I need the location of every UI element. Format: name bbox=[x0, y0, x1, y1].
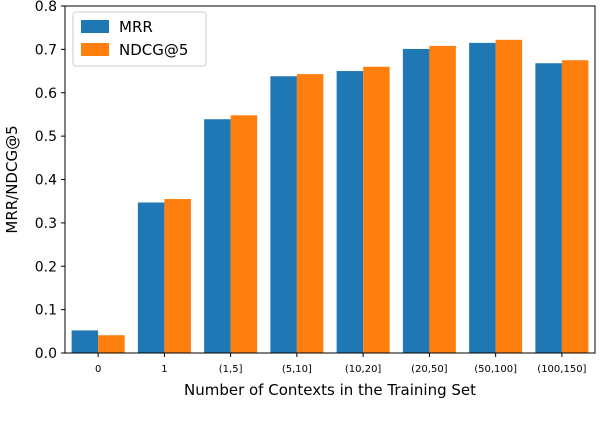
x-tick-label: (20,50] bbox=[411, 364, 448, 375]
x-axis: 0 1 (1,5] (5,10] (10,20] (20,50] (50,100] (100,… bbox=[95, 353, 587, 375]
y-axis-label: MRR/NDCG@5 bbox=[3, 125, 21, 233]
x-tick-label: (1,5] bbox=[219, 364, 243, 375]
bar-ndcg-5-1 bbox=[164, 199, 191, 353]
y-tick-label: 0.7 bbox=[35, 42, 57, 58]
bar-mrr-5 bbox=[402, 48, 430, 353]
y-tick-label: 0.0 bbox=[35, 346, 57, 362]
x-tick-label: (100,150] bbox=[537, 364, 586, 375]
bar-ndcg-5-2 bbox=[230, 115, 258, 353]
legend-label-mrr: MRR bbox=[119, 18, 153, 36]
bar-ndcg-5-0 bbox=[98, 335, 125, 353]
y-tick-label: 0.2 bbox=[35, 259, 57, 275]
x-tick-label: 0 bbox=[95, 364, 101, 375]
x-tick-label: (5,10] bbox=[282, 364, 312, 375]
bar-ndcg-5-3 bbox=[296, 74, 324, 353]
bar-mrr-3 bbox=[270, 76, 297, 354]
y-tick-label: 0.4 bbox=[35, 173, 57, 189]
bar-ndcg-5-4 bbox=[363, 66, 390, 353]
bar-ndcg-5-5 bbox=[429, 45, 456, 353]
x-tick-label: (10,20] bbox=[345, 364, 382, 375]
y-tick-label: 0.8 bbox=[35, 0, 57, 15]
y-tick-label: 0.1 bbox=[35, 303, 57, 319]
bar-mrr-2 bbox=[204, 119, 231, 354]
legend-swatch-mrr bbox=[81, 20, 109, 33]
bar-ndcg-5-7 bbox=[561, 60, 589, 353]
x-axis-label: Number of Contexts in the Training Set bbox=[184, 381, 476, 399]
bars-layer bbox=[71, 39, 589, 354]
bar-mrr-1 bbox=[137, 202, 165, 353]
legend-swatch-ndcg-5 bbox=[81, 43, 109, 56]
y-tick-label: 0.6 bbox=[35, 86, 57, 102]
y-tick-label: 0.3 bbox=[35, 216, 57, 232]
bar-ndcg-5-6 bbox=[495, 39, 523, 353]
x-tick-label: (50,100] bbox=[474, 364, 517, 375]
bar-mrr-6 bbox=[469, 42, 496, 354]
bar-mrr-4 bbox=[336, 71, 364, 353]
y-axis: 0.0 0.1 0.2 0.3 0.4 0.5 0.6 0.7 0.8 bbox=[35, 0, 65, 362]
y-tick-label: 0.5 bbox=[35, 129, 57, 145]
bar-mrr-7 bbox=[535, 63, 562, 353]
legend: MRR NDCG@5 bbox=[72, 11, 207, 67]
x-tick-label: 1 bbox=[161, 364, 167, 375]
legend-label-ndcg-5: NDCG@5 bbox=[119, 41, 188, 59]
bar-mrr-0 bbox=[71, 330, 99, 353]
